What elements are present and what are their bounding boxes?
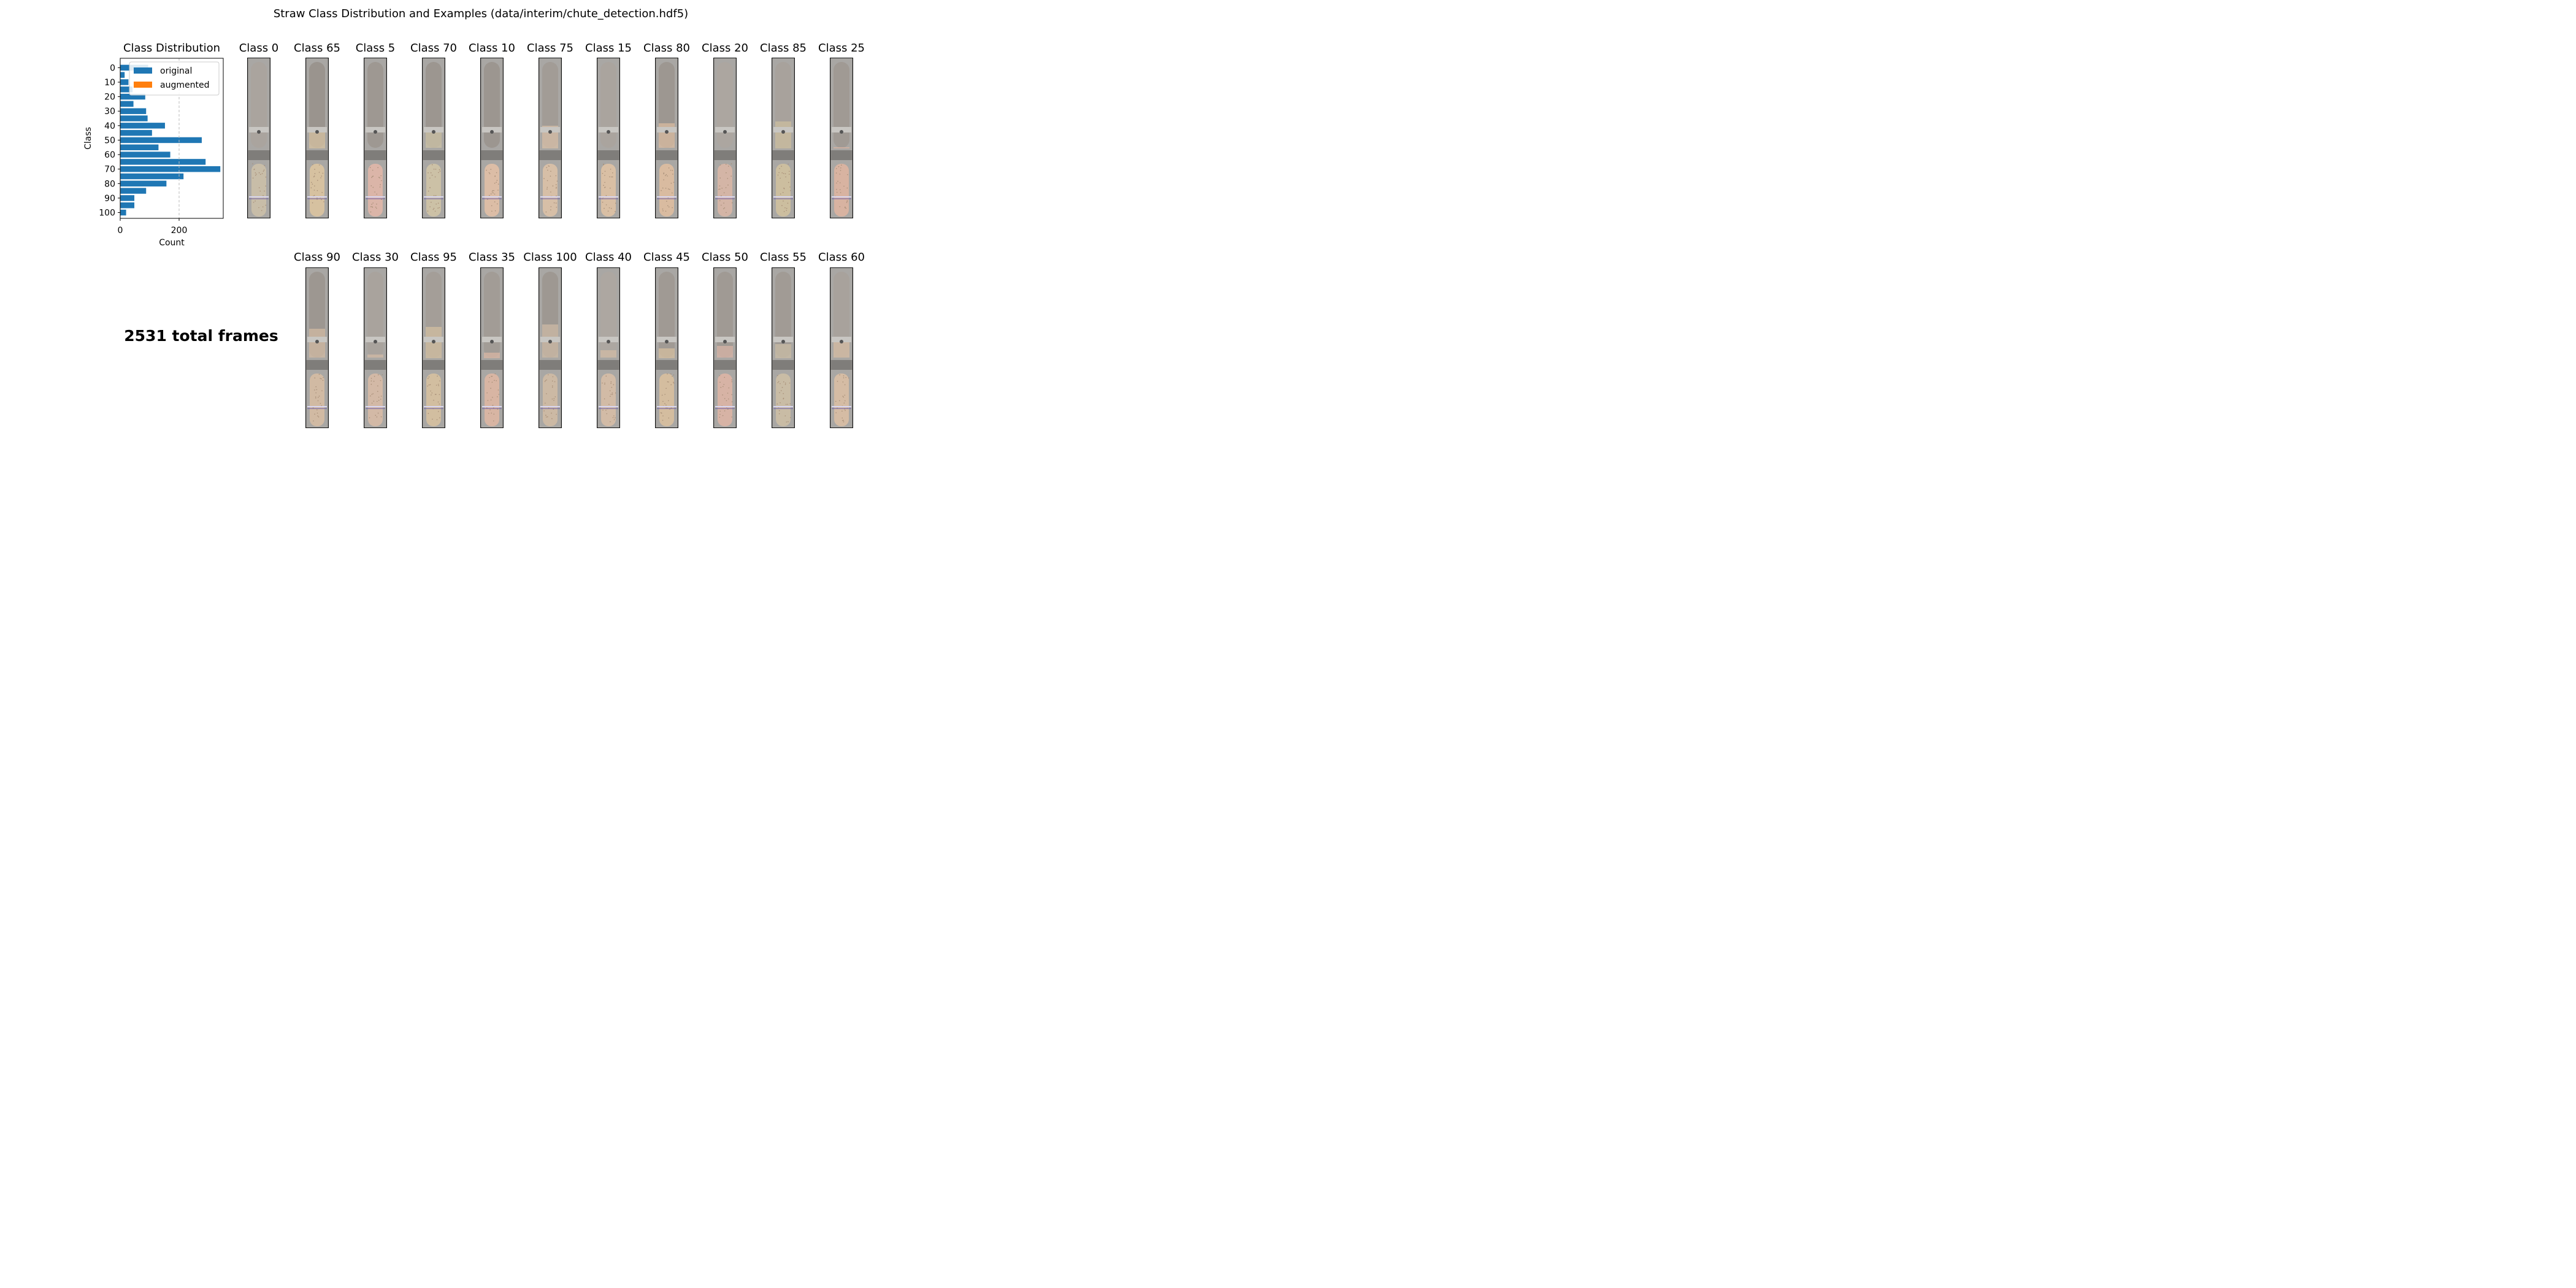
example-image	[364, 58, 387, 218]
example-title: Class 25	[818, 42, 865, 55]
example-title: Class 30	[352, 251, 399, 264]
example-title: Class 85	[760, 42, 807, 55]
total-frames-label: 2531 total frames	[124, 327, 278, 345]
bar-class-25	[120, 101, 134, 107]
example-image	[772, 58, 795, 218]
example-image	[480, 267, 504, 428]
x-axis-label: Count	[159, 238, 185, 248]
y-tick-label: 80	[104, 179, 115, 189]
bar-class-50	[120, 137, 202, 144]
example-image	[305, 58, 329, 218]
y-tick-label: 50	[104, 136, 115, 145]
example-title: Class 35	[469, 251, 515, 264]
example-title: Class 20	[702, 42, 748, 55]
legend: original augmented	[129, 61, 220, 96]
bar-class-35	[120, 115, 148, 121]
y-tick-label: 40	[104, 121, 115, 131]
example-title: Class 65	[294, 42, 340, 55]
example-title: Class 95	[410, 251, 457, 264]
y-tick-label: 60	[104, 150, 115, 160]
bar-class-10	[120, 79, 129, 85]
example-image	[597, 58, 620, 218]
bar-class-55	[120, 144, 159, 150]
example-image	[422, 267, 445, 428]
example-image	[830, 58, 853, 218]
bar-class-95	[120, 202, 135, 209]
chart-title: Class Distribution	[123, 42, 221, 55]
bar-class-85	[120, 188, 147, 194]
example-image	[422, 58, 445, 218]
x-tick-label: 200	[171, 226, 188, 236]
y-axis-label: Class	[83, 127, 93, 150]
y-tick-label: 100	[99, 209, 115, 218]
example-image	[247, 58, 270, 218]
y-tick-label: 0	[110, 63, 115, 73]
legend-swatch-augmented	[134, 82, 152, 88]
bar-class-20	[120, 93, 145, 100]
bar-class-45	[120, 129, 152, 136]
bar-class-15	[120, 86, 133, 93]
example-image	[539, 58, 562, 218]
example-image	[713, 267, 737, 428]
x-tick-label: 0	[118, 226, 123, 236]
example-title: Class 40	[585, 251, 632, 264]
example-title: Class 10	[469, 42, 515, 55]
example-title: Class 50	[702, 251, 748, 264]
bar-class-75	[120, 173, 184, 180]
example-image	[772, 267, 795, 428]
y-tick-label: 10	[104, 78, 115, 88]
example-image	[830, 267, 853, 428]
bar-class-40	[120, 123, 165, 129]
example-image	[480, 58, 504, 218]
example-image	[305, 267, 329, 428]
example-title: Class 75	[527, 42, 573, 55]
legend-entry-augmented: augmented	[160, 80, 209, 90]
example-title: Class 60	[818, 251, 865, 264]
example-title: Class 5	[355, 42, 396, 55]
example-title: Class 70	[410, 42, 457, 55]
example-title: Class 55	[760, 251, 807, 264]
example-image	[364, 267, 387, 428]
example-title: Class 45	[643, 251, 690, 264]
figure: Straw Class Distribution and Examples (d…	[0, 0, 962, 481]
legend-entry-original: original	[160, 66, 192, 76]
bar-class-80	[120, 180, 167, 187]
y-tick-label: 70	[104, 165, 115, 175]
example-image	[539, 267, 562, 428]
bar-class-5	[120, 72, 125, 78]
example-image	[713, 58, 737, 218]
example-image	[655, 58, 678, 218]
plot-frame	[120, 58, 224, 219]
y-tick-label: 30	[104, 107, 115, 117]
legend-swatch-original	[134, 67, 152, 74]
example-title: Class 90	[294, 251, 340, 264]
bar-class-100	[120, 209, 126, 216]
bar-class-30	[120, 108, 147, 114]
example-title: Class 0	[239, 42, 279, 55]
y-tick-label: 90	[104, 194, 115, 204]
example-title: Class 100	[523, 251, 577, 264]
bar-class-90	[120, 195, 135, 201]
bar-class-70	[120, 166, 221, 172]
bar-class-60	[120, 151, 171, 158]
example-title: Class 80	[643, 42, 690, 55]
bar-class-65	[120, 159, 206, 165]
y-tick-label: 20	[104, 93, 115, 102]
example-image	[597, 267, 620, 428]
example-image	[655, 267, 678, 428]
example-title: Class 15	[585, 42, 632, 55]
figure-title: Straw Class Distribution and Examples (d…	[273, 7, 689, 20]
